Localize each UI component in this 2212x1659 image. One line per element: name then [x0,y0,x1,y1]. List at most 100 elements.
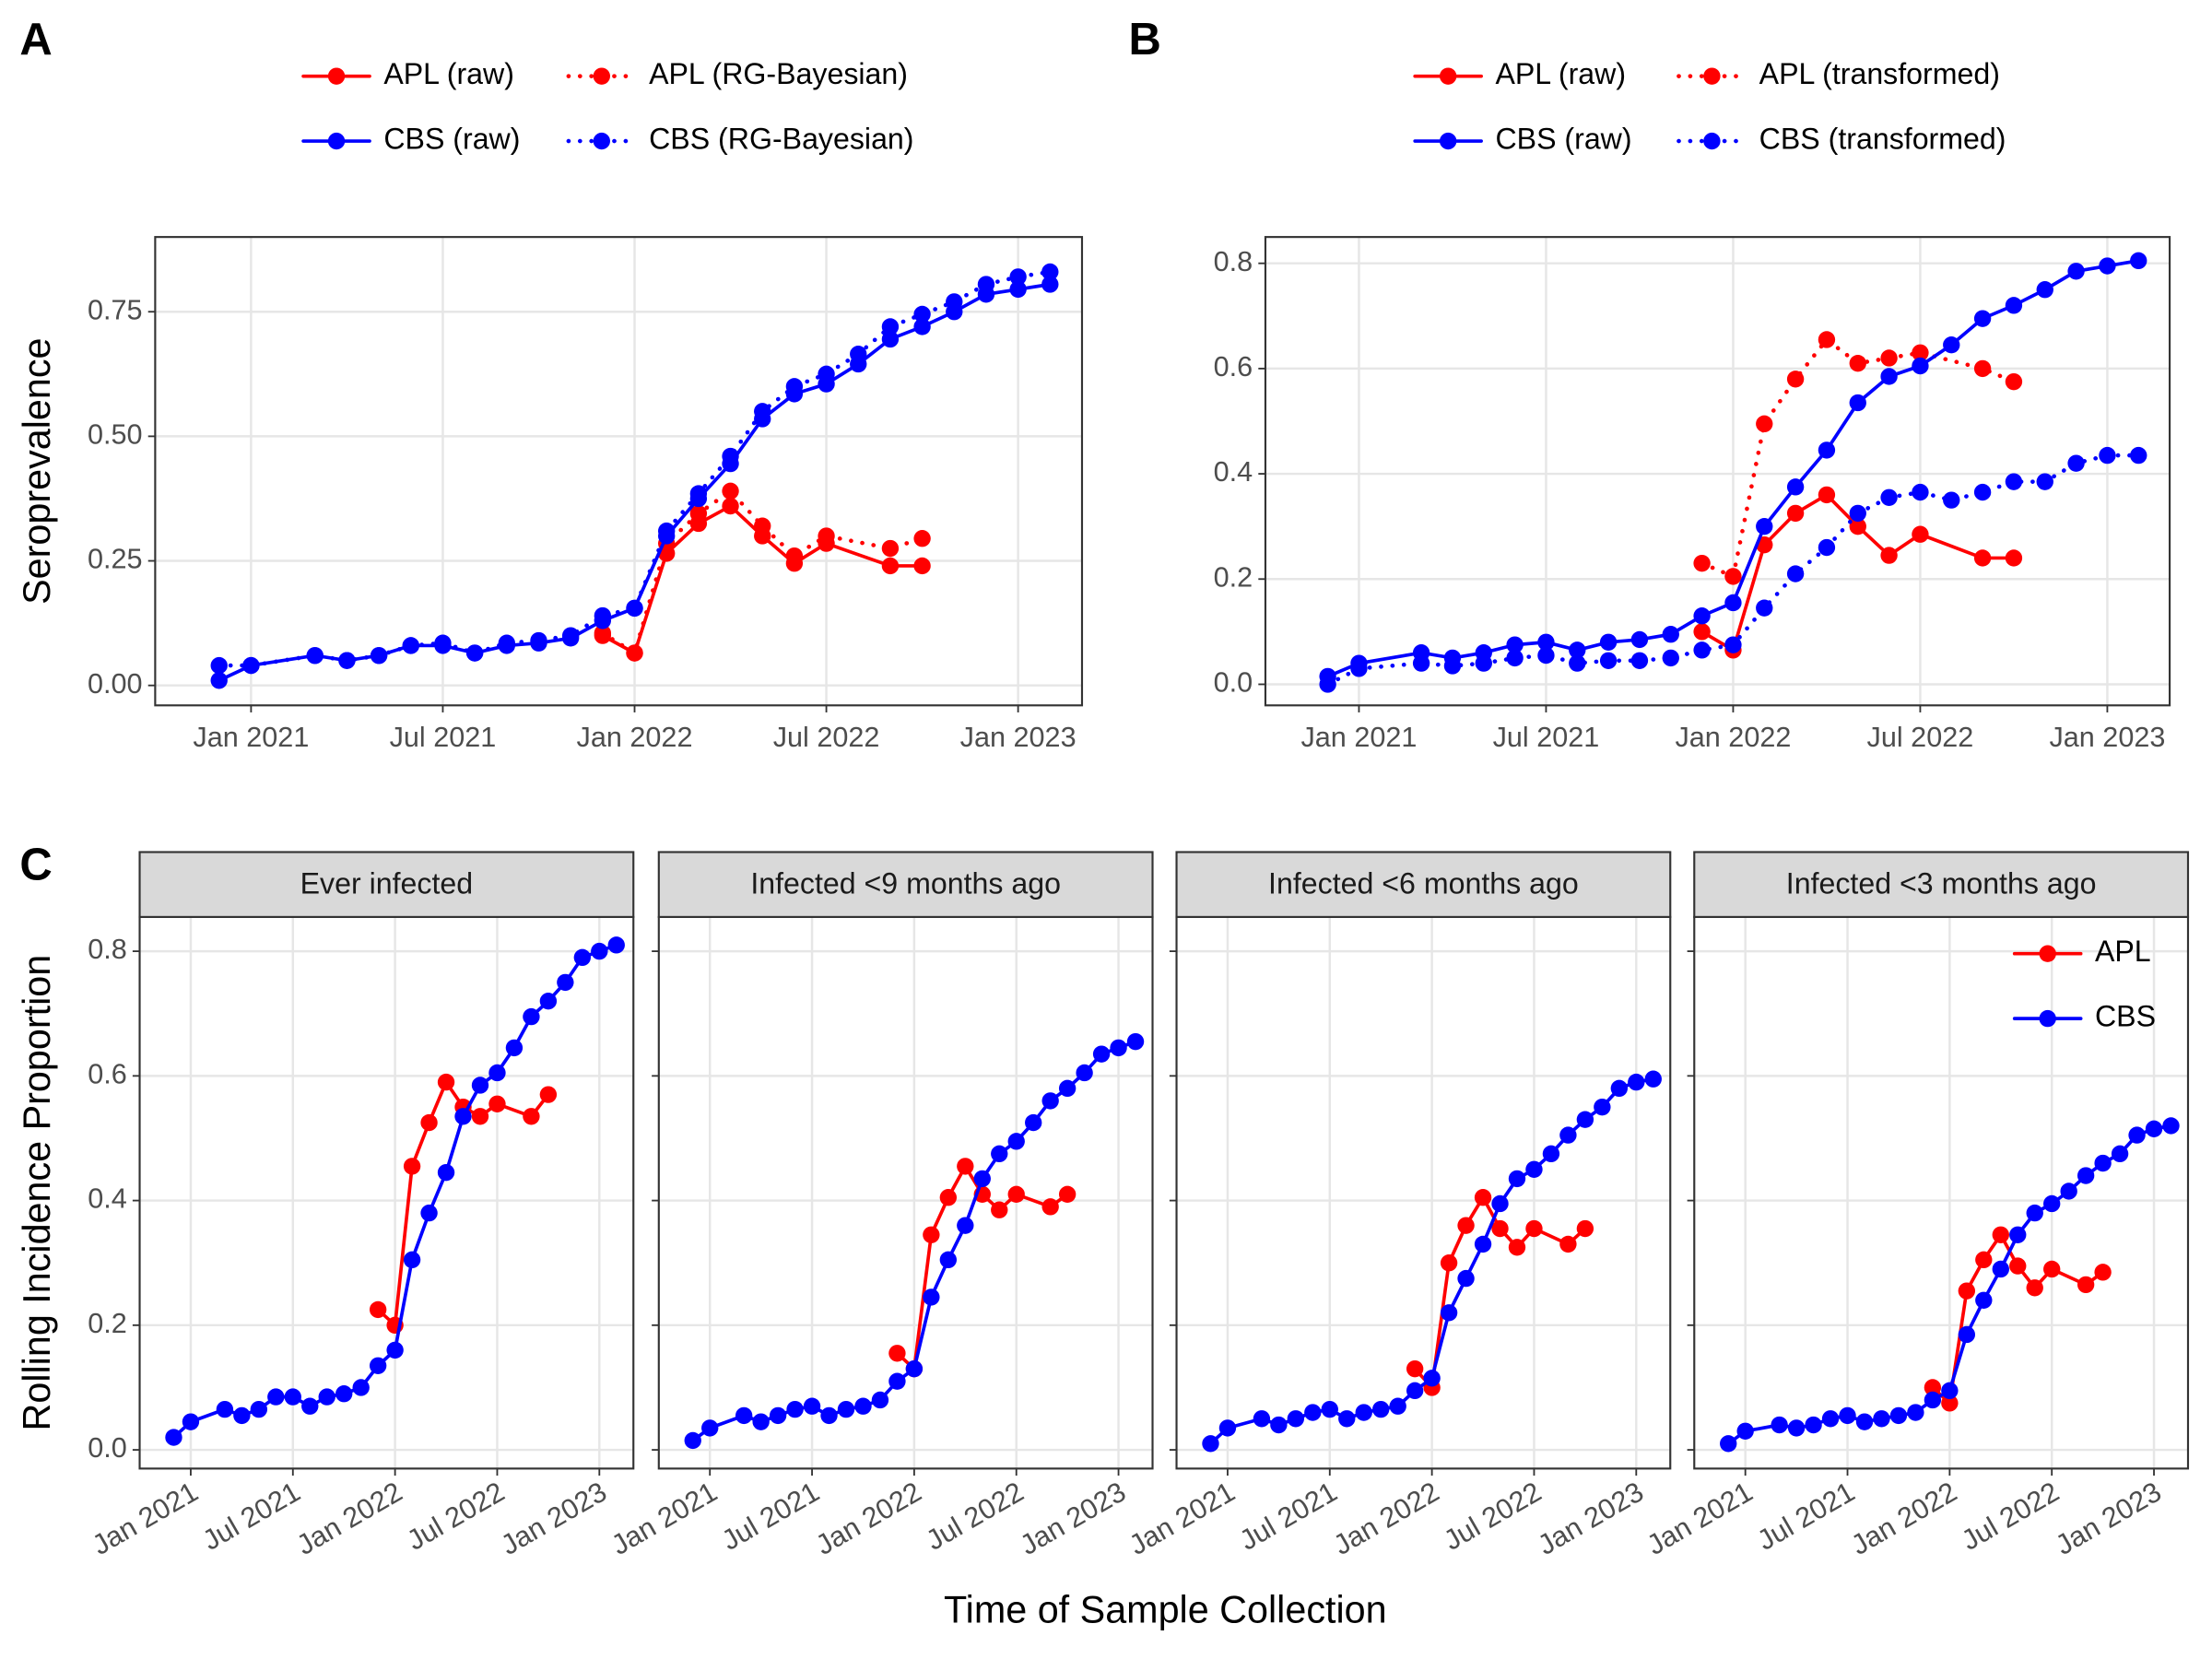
data-point [881,539,900,558]
data-point [352,1379,370,1396]
data-point [626,599,643,618]
data-point [420,1113,438,1132]
data-point [2005,297,2023,314]
y-tick-label: 0.00 [88,668,143,700]
data-point [2036,473,2053,490]
data-point [1756,599,1773,617]
data-point [881,318,900,335]
data-point [754,403,771,420]
data-point [1924,1379,1942,1396]
data-point [2067,454,2085,472]
data-point [1912,344,1929,361]
data-point [1092,1045,1111,1063]
data-point [689,504,708,523]
plot-background [139,916,634,1469]
data-point [850,346,867,363]
data-point [1041,1092,1059,1110]
x-tick-label: Jan 2022 [1846,1476,1962,1560]
data-point [2077,1276,2095,1294]
data-point [1525,1219,1543,1238]
data-point [913,305,931,324]
data-point [1076,1064,1093,1082]
legend-label: APL (raw) [383,57,514,90]
data-point [1041,1198,1059,1216]
data-point [1839,1406,1856,1425]
data-point [905,1359,924,1378]
data-point [722,447,739,465]
data-point [2111,1145,2129,1163]
data-point [701,1419,719,1437]
data-point [722,497,739,515]
data-point [1786,504,1805,523]
series-line [895,1162,1069,1372]
data-point [1693,623,1711,641]
x-tick-label: Jul 2021 [716,1476,824,1556]
data-point [1406,1359,1424,1378]
data-point [1599,633,1618,651]
y-tick-label: 0.2 [88,1308,127,1339]
series-line [376,1078,550,1329]
data-point [785,547,804,565]
x-tick-label: Jan 2023 [1533,1476,1649,1560]
x-tick-label: Jan 2021 [1300,722,1417,753]
legend-swatch [1703,132,1721,150]
data-point [182,1413,200,1430]
facet-strip [657,851,1154,918]
data-point [1253,1410,1271,1428]
data-point [1662,626,1679,643]
data-point [881,330,900,348]
data-point [1457,1269,1475,1288]
data-point [1457,1217,1475,1234]
data-point [658,522,676,540]
x-tick-label: Jan 2021 [88,1476,204,1560]
legend-item: CBS (RG-Bayesian) [566,123,914,156]
data-point [1849,394,1866,412]
data-point [1973,483,1992,501]
legend-swatch [2039,945,2056,962]
data-point [2005,549,2023,567]
legend-item: CBS (raw) [301,123,520,156]
y-tick-label: 0.4 [88,1183,127,1215]
data-point [1007,1133,1025,1150]
legend-item: APL (raw) [1413,57,1626,90]
data-point [1943,491,1960,509]
legend-label: APL (transformed) [1759,57,2000,90]
data-point [973,1170,991,1188]
x-tick-label: Jan 2022 [291,1476,407,1560]
data-point [488,1095,506,1112]
data-point [1630,652,1649,669]
x-tick-label: Jul 2022 [1439,1476,1547,1556]
plot-background [1265,237,2171,706]
data-point [2162,1117,2180,1135]
data-point [1389,1397,1406,1415]
data-point [2130,252,2147,270]
plot-border [154,236,1084,707]
legend-label: CBS [2095,1000,2156,1033]
data-point [1474,1189,1492,1206]
facet-strip [138,851,635,918]
data-point [1475,654,1492,672]
y-tick-label: 0.6 [88,1058,127,1089]
x-tick-label: Jan 2023 [2051,1476,2167,1560]
data-point [1569,641,1586,659]
legend-swatch [593,67,610,85]
data-point [1912,483,1929,501]
data-point [1818,538,1836,557]
data-point [1009,280,1027,299]
data-point [210,656,228,675]
data-point [1542,1145,1560,1163]
facet-title: Infected <6 months ago [1268,867,1579,900]
series-line [1413,1194,1587,1392]
data-point [1423,1370,1441,1387]
legend-item: CBS (raw) [1413,123,1632,156]
data-point [1907,1404,1924,1421]
data-point [607,936,625,954]
data-point [1110,1039,1127,1057]
legend-swatch [1439,67,1457,85]
data-point [1610,1079,1629,1098]
data-point [1025,1113,1042,1132]
data-point [913,318,931,335]
data-point [2009,1226,2027,1243]
data-point [888,1372,906,1390]
legend-item: APL [2012,935,2151,968]
